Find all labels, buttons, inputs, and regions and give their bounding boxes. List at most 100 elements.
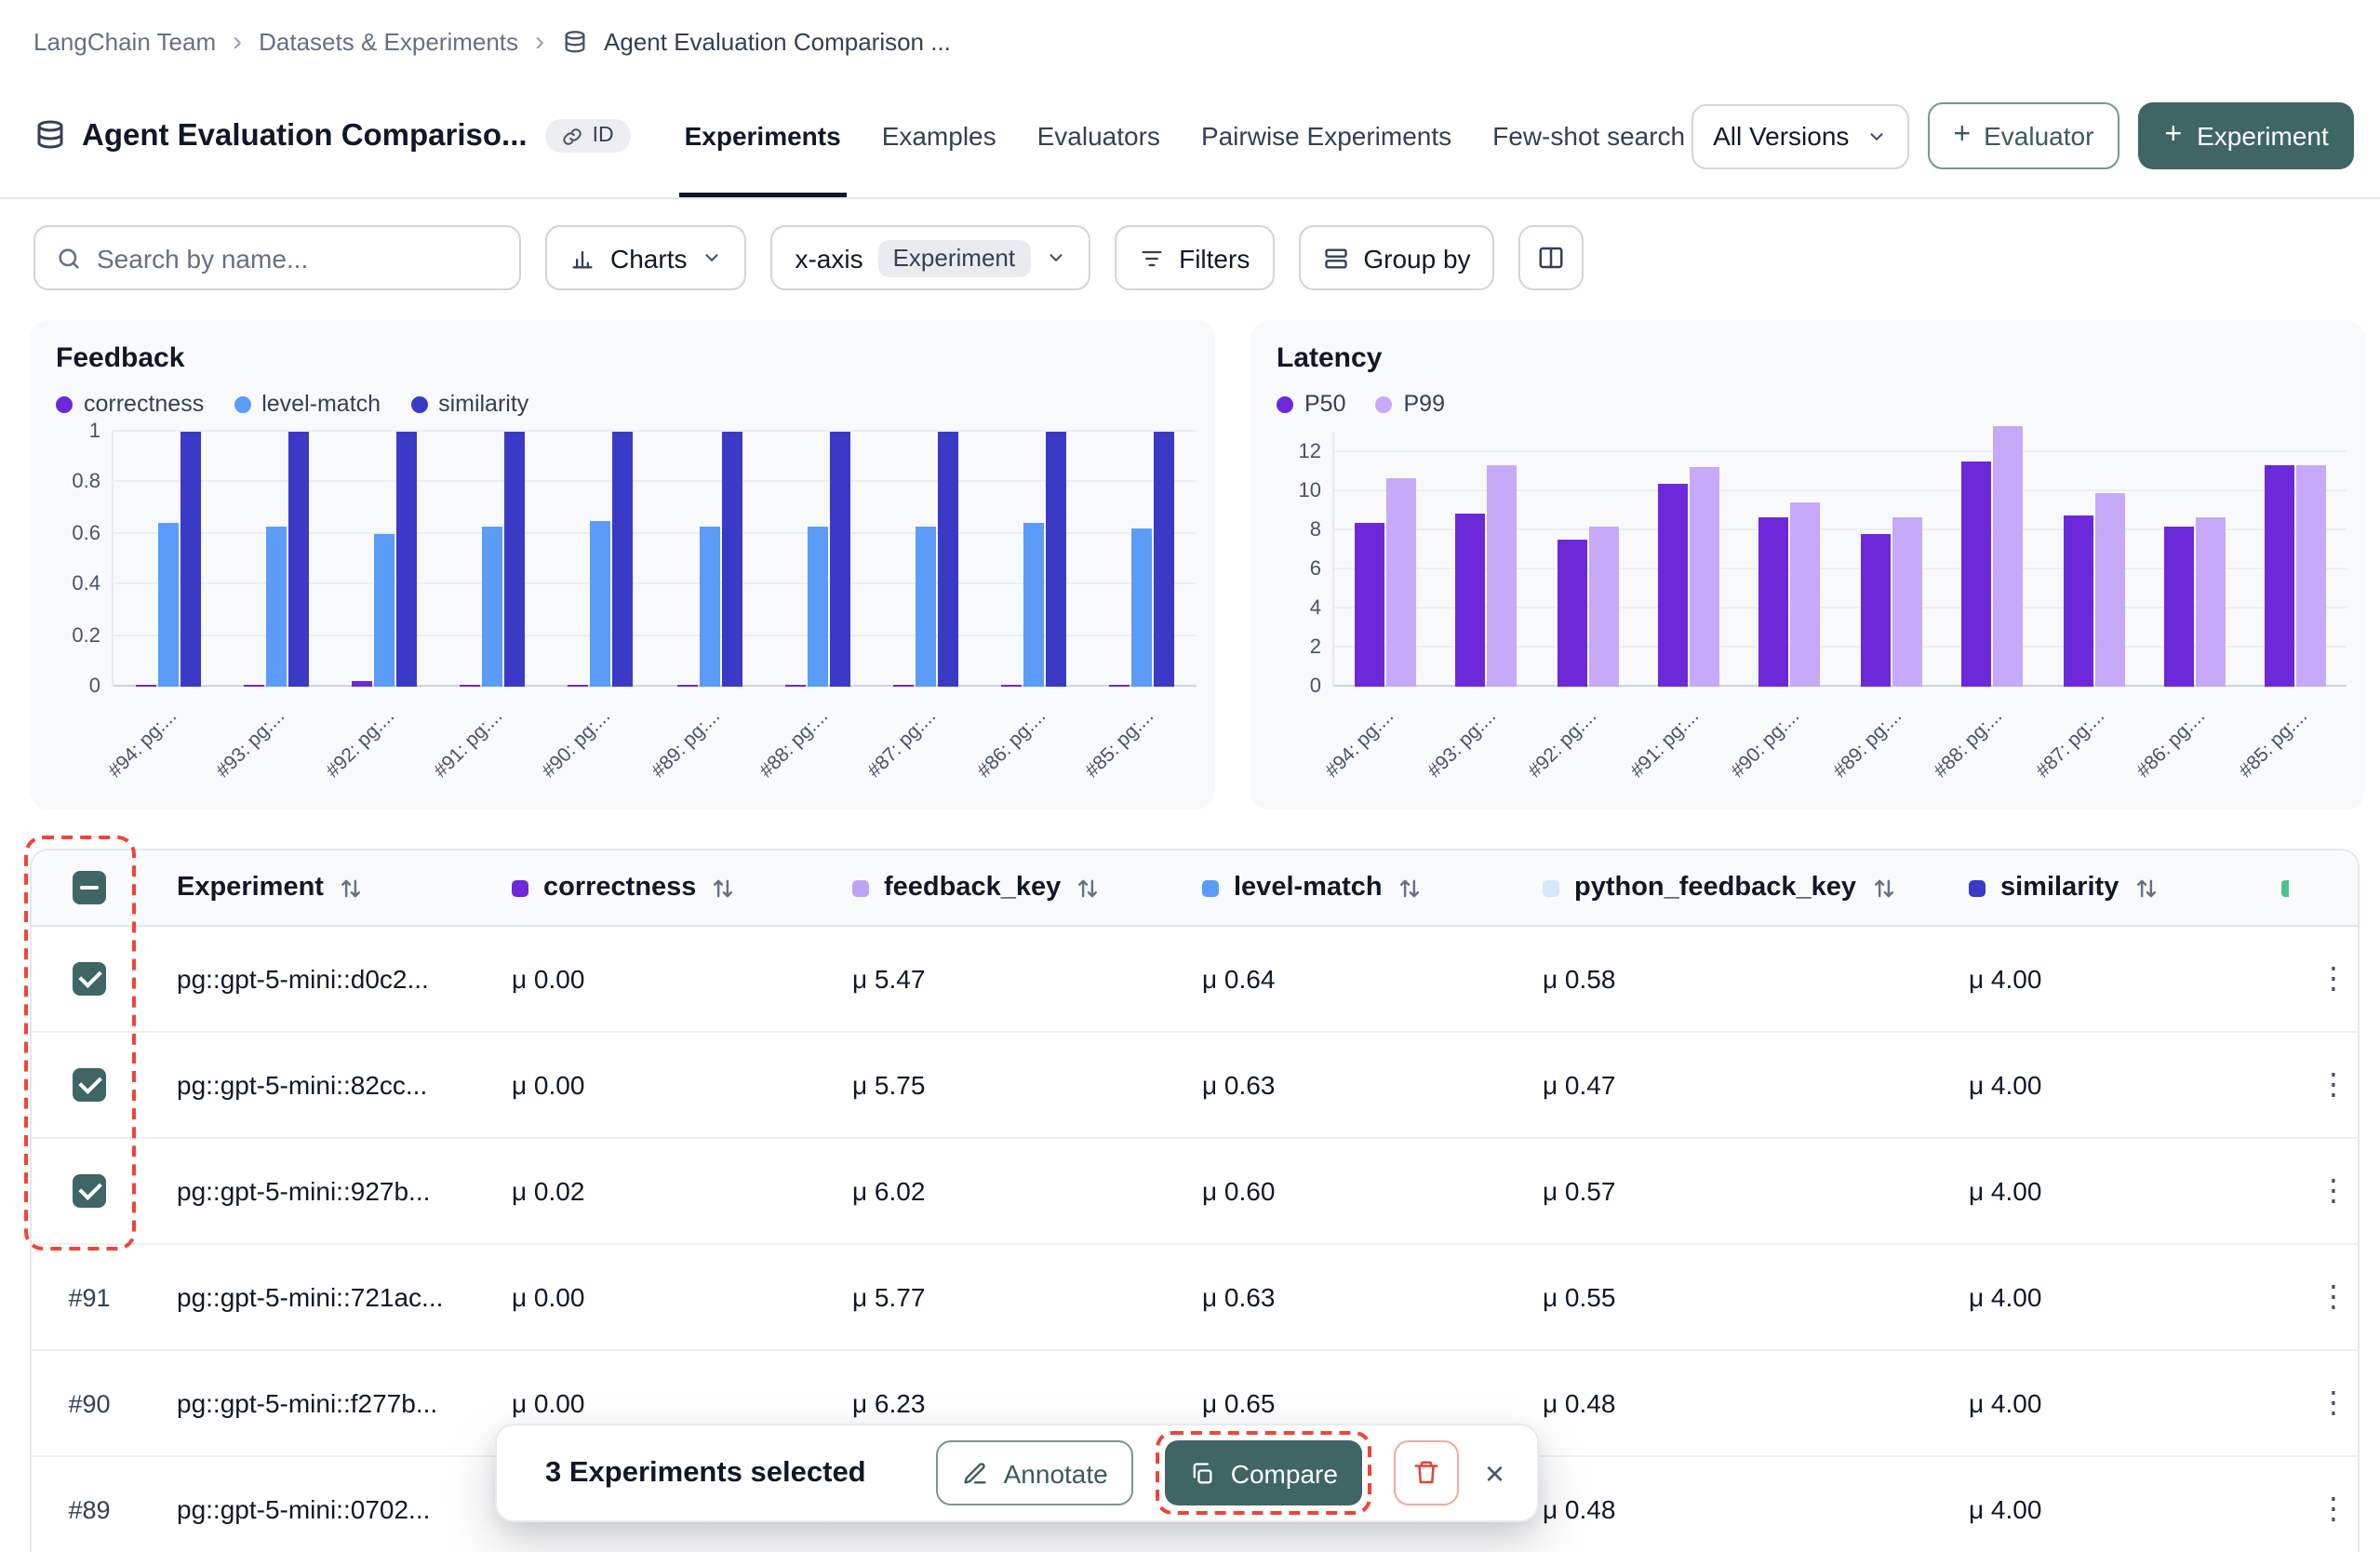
y-axis-tick: 0.8 bbox=[72, 471, 100, 494]
bar-level-match bbox=[482, 526, 503, 687]
bar-P99 bbox=[1993, 426, 2024, 687]
tab-examples[interactable]: Examples bbox=[881, 121, 996, 151]
cell-python_feedback_key: μ 0.58 bbox=[1543, 964, 1616, 994]
bar-similarity bbox=[721, 432, 742, 687]
row-checkbox[interactable] bbox=[73, 1068, 106, 1102]
legend-item-similarity: similarity bbox=[410, 391, 528, 417]
column-header-feedback-key[interactable]: feedback_key bbox=[852, 873, 1202, 903]
tab-pairwise-experiments[interactable]: Pairwise Experiments bbox=[1200, 121, 1452, 151]
tabs: Experiments Examples Evaluators Pairwise… bbox=[679, 74, 1691, 197]
groupby-button[interactable]: Group by bbox=[1298, 225, 1495, 290]
row-checkbox[interactable] bbox=[73, 962, 106, 996]
y-axis-tick: 10 bbox=[1298, 480, 1322, 502]
sort-icon[interactable] bbox=[2133, 876, 2158, 900]
sort-icon[interactable] bbox=[711, 876, 735, 900]
experiment-name[interactable]: pg::gpt-5-mini::d0c2... bbox=[177, 964, 429, 994]
x-axis-label: #91: pg:... bbox=[1625, 705, 1704, 783]
tab-few-shot-search[interactable]: Few-shot search bbox=[1492, 121, 1686, 151]
select-all-checkbox[interactable] bbox=[73, 871, 106, 904]
bar-correctness bbox=[135, 684, 156, 687]
y-axis-tick: 1 bbox=[88, 421, 100, 443]
search-input[interactable] bbox=[97, 243, 499, 273]
feedback-chart-panel: Feedback correctness level-match similarit… bbox=[30, 320, 1215, 809]
filters-button[interactable]: Filters bbox=[1114, 225, 1275, 290]
legend-label: similarity bbox=[438, 391, 529, 417]
breadcrumb-team[interactable]: LangChain Team bbox=[33, 28, 217, 56]
bar-P50 bbox=[2163, 526, 2194, 687]
row-menu-button[interactable]: ⋮ bbox=[2319, 1388, 2348, 1420]
cell-level_match: μ 0.65 bbox=[1202, 1388, 1276, 1418]
dataset-id-badge[interactable]: ID bbox=[545, 119, 631, 153]
column-color-dot bbox=[1543, 879, 1559, 896]
cutoff-column-dot bbox=[2281, 879, 2289, 896]
bar-correctness bbox=[460, 684, 481, 687]
cell-feedback_key: μ 6.23 bbox=[852, 1388, 926, 1418]
column-header-correctness[interactable]: correctness bbox=[512, 873, 852, 903]
bar-level-match bbox=[916, 526, 937, 687]
xaxis-dropdown[interactable]: x-axis Experiment bbox=[770, 225, 1090, 290]
versions-dropdown[interactable]: All Versions bbox=[1691, 103, 1909, 168]
page-title: Agent Evaluation Compariso... bbox=[82, 118, 528, 152]
compare-button[interactable]: Compare bbox=[1165, 1440, 1362, 1505]
rows-icon bbox=[1324, 248, 1347, 268]
add-experiment-button[interactable]: + Experiment bbox=[2138, 102, 2355, 169]
sort-icon[interactable] bbox=[1076, 876, 1100, 900]
sort-icon[interactable] bbox=[1397, 876, 1422, 900]
column-header-experiment[interactable]: Experiment bbox=[147, 873, 512, 903]
row-menu-button[interactable]: ⋮ bbox=[2319, 1494, 2348, 1526]
legend-dot bbox=[1375, 395, 1393, 412]
tab-experiments[interactable]: Experiments bbox=[679, 74, 847, 197]
sort-icon[interactable] bbox=[1871, 876, 1895, 900]
header-actions: All Versions + Evaluator + Experiment ⋮ bbox=[1691, 102, 2380, 169]
bar-level-match bbox=[1131, 528, 1153, 687]
cell-feedback_key: μ 5.75 bbox=[852, 1070, 926, 1100]
delete-button[interactable] bbox=[1393, 1440, 1459, 1505]
row-number: #90 bbox=[68, 1389, 111, 1417]
close-selection-bar-button[interactable]: × bbox=[1481, 1456, 1508, 1490]
bar-group bbox=[1942, 426, 2043, 687]
annotate-label: Annotate bbox=[1003, 1458, 1108, 1488]
column-header-level-match[interactable]: level-match bbox=[1202, 873, 1543, 903]
experiment-name[interactable]: pg::gpt-5-mini::721ac... bbox=[177, 1282, 444, 1312]
charts-button[interactable]: Charts bbox=[545, 225, 747, 290]
cell-correctness: μ 0.00 bbox=[512, 1282, 585, 1312]
experiment-name[interactable]: pg::gpt-5-mini::927b... bbox=[177, 1176, 431, 1206]
annotate-button[interactable]: Annotate bbox=[936, 1440, 1134, 1505]
add-evaluator-label: Evaluator bbox=[1984, 121, 2094, 151]
experiment-name[interactable]: pg::gpt-5-mini::f277b... bbox=[177, 1388, 438, 1418]
bar-group bbox=[438, 432, 546, 687]
tab-evaluators[interactable]: Evaluators bbox=[1036, 121, 1160, 151]
table-row: pg::gpt-5-mini::82cc... μ 0.00 μ 5.75 μ 0.6… bbox=[32, 1033, 2358, 1139]
row-menu-button[interactable]: ⋮ bbox=[2319, 964, 2348, 996]
bar-similarity bbox=[287, 432, 309, 687]
add-evaluator-button[interactable]: + Evaluator bbox=[1927, 102, 2120, 169]
sort-icon[interactable] bbox=[339, 876, 363, 900]
y-axis-tick: 6 bbox=[1309, 558, 1321, 581]
x-axis-label: #92: pg:... bbox=[1524, 705, 1602, 783]
cell-correctness: μ 0.00 bbox=[512, 1070, 585, 1100]
columns-button[interactable] bbox=[1518, 225, 1584, 290]
row-menu-button[interactable]: ⋮ bbox=[2319, 1070, 2348, 1102]
row-menu-button[interactable]: ⋮ bbox=[2319, 1176, 2348, 1208]
cell-correctness: μ 0.00 bbox=[512, 964, 585, 994]
experiment-name[interactable]: pg::gpt-5-mini::0702... bbox=[177, 1494, 431, 1524]
column-label: python_feedback_key bbox=[1574, 873, 1857, 903]
bar-P50 bbox=[1455, 513, 1486, 687]
header-more-button[interactable]: ⋮ bbox=[2373, 117, 2380, 154]
bar-similarity bbox=[1154, 432, 1175, 687]
x-axis-label: #89: pg:... bbox=[647, 705, 725, 783]
title-row: Agent Evaluation Compariso... ID Experim… bbox=[33, 74, 2358, 197]
pencil-icon bbox=[964, 1462, 987, 1483]
column-header-python-feedback-key[interactable]: python_feedback_key bbox=[1543, 873, 1969, 903]
search-box[interactable] bbox=[33, 225, 521, 290]
breadcrumb-datasets[interactable]: Datasets & Experiments bbox=[259, 28, 519, 56]
experiment-name[interactable]: pg::gpt-5-mini::82cc... bbox=[177, 1070, 428, 1100]
column-color-dot bbox=[852, 879, 869, 896]
toolbar: Charts x-axis Experiment Filters Group b… bbox=[33, 225, 1584, 290]
row-checkbox[interactable] bbox=[73, 1174, 106, 1208]
column-header-similarity[interactable]: similarity bbox=[1969, 873, 2266, 903]
x-axis-label: #87: pg:... bbox=[2031, 705, 2109, 783]
row-number: #89 bbox=[68, 1495, 111, 1523]
row-menu-button[interactable]: ⋮ bbox=[2319, 1282, 2348, 1314]
